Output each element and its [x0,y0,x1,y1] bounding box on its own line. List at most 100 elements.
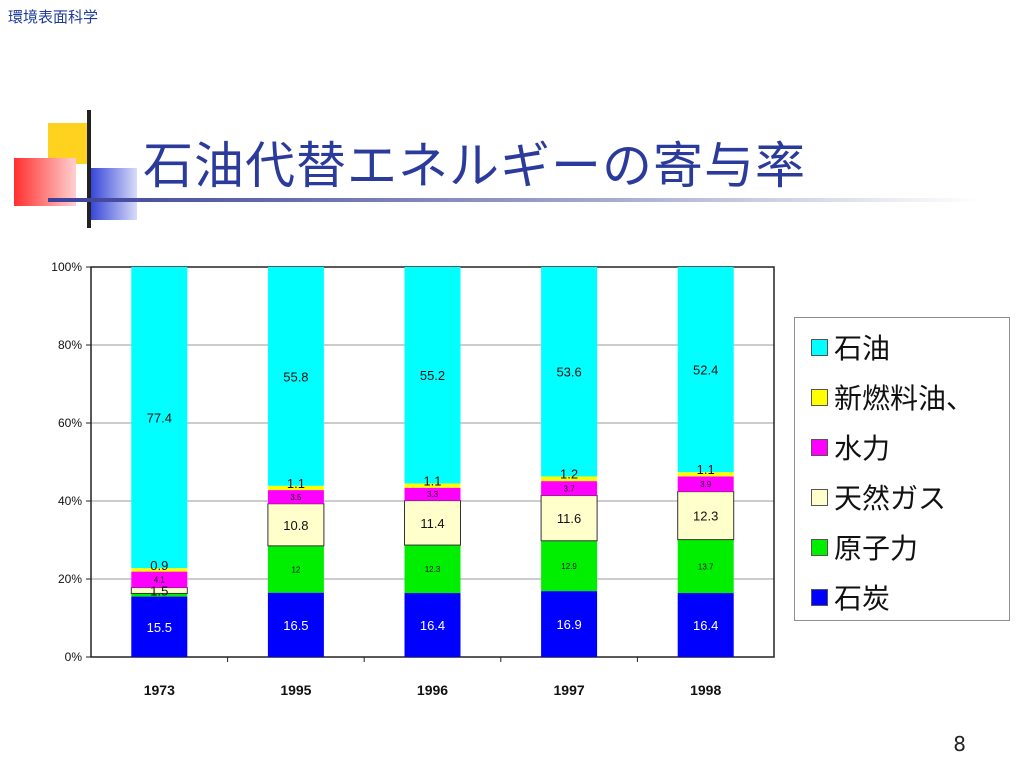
data-label-nuclear: 12.9 [561,562,577,571]
data-label-oil: 55.2 [420,368,445,383]
data-label-gas: 11.6 [557,511,581,526]
legend-item-hydro: 水力 [811,432,890,465]
data-labels: 15.5 1.54.1 0.9 77.4 16.5 12 10.8 3.5 1.1 55.8 16.… [147,363,719,635]
data-label-oil: 77.4 [147,411,172,426]
data-label-new_fuel: 1.1 [423,473,441,488]
bar-segment-coal [541,591,598,657]
legend-swatch-hydro [811,438,828,456]
legend-item-gas: 天然ガス [811,482,946,515]
bar-segment-coal [677,593,734,657]
legend-label: 石油 [834,332,891,365]
y-tick-label: 60% [58,416,82,430]
legend-item-coal: 石炭 [811,582,890,615]
bar-segment-new_fuel [131,568,188,572]
bar-segment-new_fuel [677,472,734,477]
data-label-coal: 16.5 [283,618,308,633]
legend-label: 石炭 [834,582,891,615]
bar-segment-nuclear [541,540,598,592]
legend-swatch-nuclear [811,538,828,556]
slide-title: 石油代替エネルギーの寄与率 [143,137,806,195]
bar-segment-gas [677,491,735,541]
data-label-oil: 52.4 [693,363,718,378]
bar-segment-gas [540,495,598,542]
bar-segment-hydro [677,476,734,492]
bar-segment-oil [541,267,598,477]
bar-segment-nuclear [267,545,324,593]
data-label-coal: 15.5 [147,620,172,635]
legend-item-oil: 石油 [811,332,890,365]
data-label-hydro: 3.5 [290,493,302,502]
bar-segment-oil [267,267,324,486]
bar-segment-coal [267,592,324,657]
bar-segment-hydro [131,571,188,588]
x-category-label: 1996 [417,682,448,698]
bar-segment-gas [267,503,325,547]
data-label-gas: 12.3 [693,509,718,524]
title-decoration [14,110,978,228]
data-label-new_fuel: 1.1 [287,476,305,491]
bar-segment-gas [404,500,461,546]
x-category-label: 1995 [280,682,311,698]
bars [130,267,735,657]
legend: 石油 新燃料油、 水力 天然ガス 原子力 石炭 [794,317,1010,621]
data-label-hydro: 3.9 [700,480,712,489]
legend-swatch-new-fuel [811,388,828,406]
page-number: 8 [953,732,966,756]
axes: 0% 20% 40% 60% 80% 100% 1973 1995 1996 1997 1998 [51,260,721,698]
legend-swatch-coal [811,588,828,606]
data-label-gas: 11.4 [420,516,444,531]
x-category-label: 1973 [144,682,175,698]
y-tick-label: 20% [58,572,82,586]
deco-horizontal-line [48,198,978,202]
y-tick-label: 0% [65,650,83,664]
data-label-nuclear: 13.7 [698,562,714,571]
legend-swatch-oil [811,338,828,356]
header-label: 環境表面科学 [8,8,99,26]
bar-segment-oil [404,267,461,484]
y-tick-label: 40% [58,494,82,508]
data-label-new_fuel: 1.1 [697,462,715,477]
data-label-new_fuel: 1.2 [560,466,578,481]
data-label-new_fuel: 0.9 [150,558,168,573]
bar-segment-hydro [541,481,598,496]
data-label-nuclear: 12 [291,565,300,574]
bar-segment-oil [677,267,734,473]
legend-item-nuclear: 原子力 [811,532,918,565]
legend-label: 水力 [834,432,891,465]
data-label-hydro: 3.7 [564,484,576,493]
bar-segment-new_fuel [404,483,461,488]
bar-segment-coal [404,593,461,657]
legend-item-new-fuel: 新燃料油、 [811,382,974,415]
data-label-coal: 16.9 [556,617,581,632]
bar-segment-new_fuel [541,476,598,482]
legend-label: 新燃料油、 [834,382,975,415]
bar-segment-new_fuel [267,485,324,491]
data-label-oil: 55.8 [283,369,308,384]
y-tick-label: 100% [51,260,82,274]
bar-segment-oil [131,267,188,569]
legend-label: 天然ガス [834,482,947,515]
bar-segment-hydro [267,490,324,504]
data-label-hydro: 3.3 [427,490,439,499]
legend-label: 原子力 [834,532,919,565]
x-category-label: 1998 [690,682,721,698]
bar-segment-hydro [404,487,461,501]
data-label-nuclear: 12.3 [425,565,441,574]
data-label-gas: 1.5 [150,584,168,599]
legend-swatch-gas [811,488,828,506]
deco-blue-square [87,168,137,220]
deco-yellow-square [48,123,89,164]
data-label-oil: 53.6 [556,365,581,380]
deco-vertical-line [87,110,91,228]
data-label-hydro: 4.1 [154,576,166,585]
bar-segment-coal [131,596,188,657]
y-tick-label: 80% [58,338,82,352]
data-label-coal: 16.4 [420,618,445,633]
bar-segment-nuclear [404,545,461,594]
bar-segment-nuclear [131,593,188,597]
bar-segment-nuclear [677,539,734,594]
data-label-gas: 10.8 [283,518,308,533]
x-category-label: 1997 [554,682,585,698]
data-label-coal: 16.4 [693,618,718,633]
